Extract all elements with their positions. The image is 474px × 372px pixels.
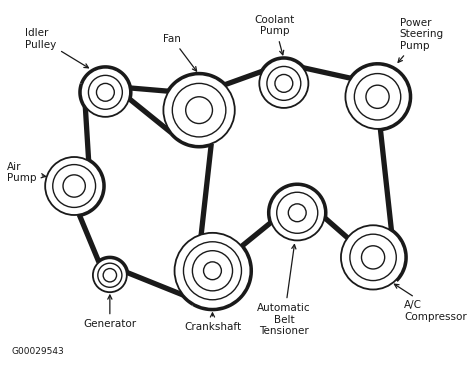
Circle shape (192, 251, 233, 291)
Text: Power
Steering
Pump: Power Steering Pump (398, 18, 444, 62)
Text: Air
Pump: Air Pump (7, 162, 46, 183)
Circle shape (288, 204, 306, 222)
Text: A/C
Compressor: A/C Compressor (394, 284, 467, 322)
Circle shape (203, 262, 221, 280)
Circle shape (174, 233, 250, 309)
Circle shape (275, 74, 293, 92)
Text: Generator: Generator (83, 295, 137, 329)
Circle shape (346, 65, 410, 129)
Circle shape (366, 85, 389, 108)
Circle shape (267, 67, 301, 100)
Text: Automatic
Belt
Tensioner: Automatic Belt Tensioner (257, 244, 310, 336)
Circle shape (93, 258, 127, 292)
Circle shape (270, 185, 325, 240)
Circle shape (103, 269, 117, 282)
Circle shape (186, 97, 212, 124)
Circle shape (277, 192, 318, 233)
Circle shape (45, 157, 103, 215)
Circle shape (164, 74, 235, 146)
Circle shape (98, 263, 122, 287)
Circle shape (63, 175, 85, 197)
Text: Coolant
Pump: Coolant Pump (255, 15, 295, 55)
Circle shape (89, 76, 122, 109)
Circle shape (173, 83, 226, 137)
Circle shape (81, 68, 130, 117)
Text: G00029543: G00029543 (12, 347, 64, 356)
Circle shape (341, 225, 405, 289)
Text: Idler
Pulley: Idler Pulley (25, 28, 89, 68)
Circle shape (362, 246, 385, 269)
Circle shape (97, 83, 114, 101)
Text: Crankshaft: Crankshaft (184, 313, 241, 331)
Text: Fan: Fan (164, 34, 197, 71)
Circle shape (259, 59, 309, 108)
Circle shape (53, 164, 96, 208)
Circle shape (350, 234, 396, 280)
Circle shape (183, 242, 241, 300)
Circle shape (355, 74, 401, 120)
